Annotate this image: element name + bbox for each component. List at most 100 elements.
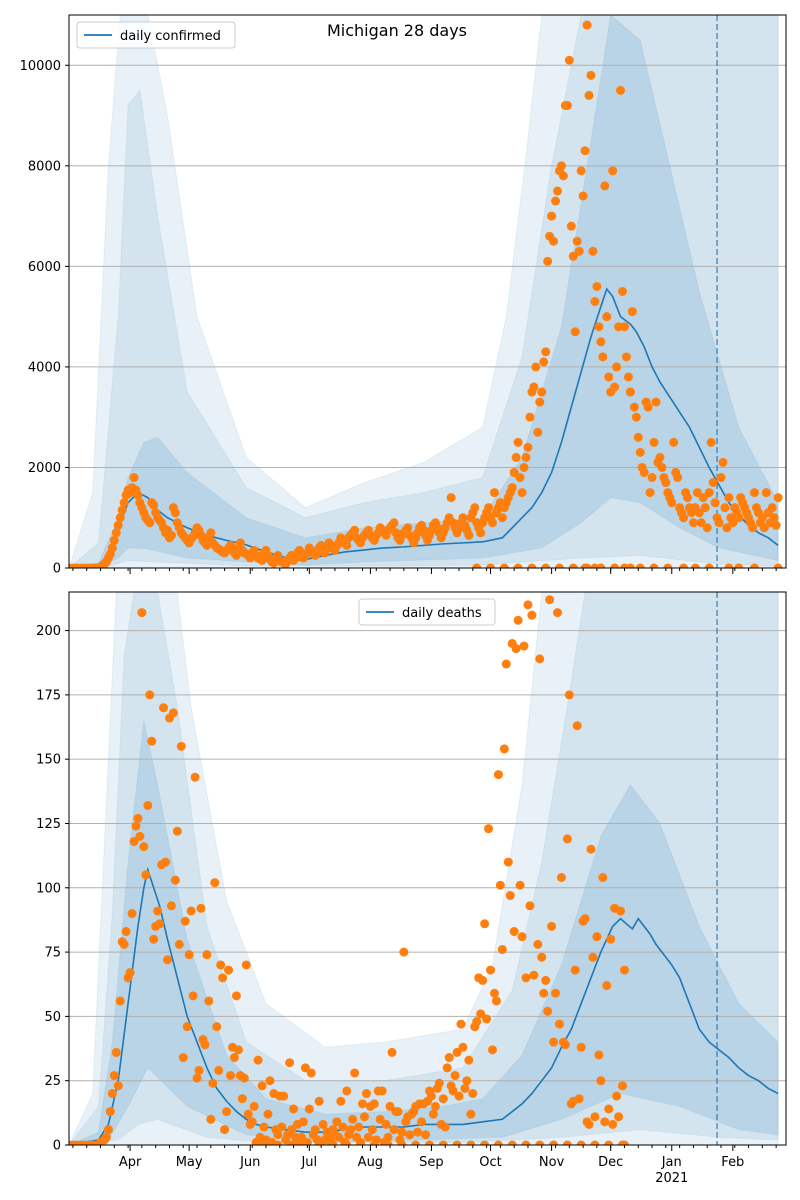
observed-point xyxy=(694,508,704,518)
observed-point xyxy=(174,939,184,949)
observed-point xyxy=(600,181,610,191)
observed-point xyxy=(478,975,488,985)
observed-point xyxy=(444,1053,454,1063)
observed-point xyxy=(527,610,537,620)
observed-point xyxy=(476,1009,486,1019)
y-tick-label: 150 xyxy=(36,753,61,768)
observed-point xyxy=(543,256,553,266)
observed-point xyxy=(332,1117,342,1127)
x-tick-label: May xyxy=(176,1155,203,1170)
y-tick-label: 8000 xyxy=(28,159,61,174)
observed-point xyxy=(233,1045,243,1055)
observed-point xyxy=(554,1019,564,1029)
observed-point-zero xyxy=(649,563,659,568)
observed-point xyxy=(454,1091,464,1101)
x-tick-label: Apr xyxy=(119,1155,142,1170)
observed-point xyxy=(604,372,614,382)
x-tick-label: Oct xyxy=(479,1155,501,1170)
observed-point xyxy=(537,952,547,962)
observed-point xyxy=(113,520,123,530)
x-tick-label: Jun xyxy=(239,1155,260,1170)
observed-point xyxy=(539,988,549,998)
observed-point xyxy=(259,1122,269,1132)
observed-point-zero xyxy=(466,1140,476,1145)
observed-point-zero xyxy=(287,1140,297,1145)
observed-point xyxy=(206,1114,216,1124)
observed-point-zero xyxy=(610,563,620,568)
observed-point xyxy=(178,1053,188,1063)
observed-point xyxy=(139,842,149,852)
observed-point xyxy=(476,528,486,538)
observed-point-zero xyxy=(527,563,537,568)
observed-point xyxy=(277,1122,287,1132)
figure-title: Michigan 28 days xyxy=(327,21,467,40)
observed-point xyxy=(497,513,507,523)
observed-point xyxy=(257,1081,267,1091)
y-tick-label: 100 xyxy=(36,881,61,896)
observed-point xyxy=(318,1119,328,1129)
observed-point xyxy=(511,644,521,654)
observed-point xyxy=(168,708,178,718)
y-tick-label: 25 xyxy=(44,1074,61,1089)
observed-point xyxy=(513,437,523,447)
observed-point xyxy=(596,1076,606,1086)
observed-point xyxy=(669,437,679,447)
observed-point xyxy=(716,473,726,483)
observed-point-zero xyxy=(704,563,714,568)
observed-point xyxy=(417,1117,427,1127)
observed-point xyxy=(722,523,732,533)
plot-area xyxy=(69,15,786,568)
observed-point xyxy=(769,513,779,523)
observed-point xyxy=(570,965,580,975)
observed-point xyxy=(513,615,523,625)
observed-point xyxy=(625,387,635,397)
observed-point xyxy=(119,498,129,508)
observed-point xyxy=(367,1125,377,1135)
observed-point-zero xyxy=(513,563,523,568)
observed-point xyxy=(488,1045,498,1055)
observed-point-zero xyxy=(535,1140,545,1145)
observed-point xyxy=(202,950,212,960)
observed-point xyxy=(602,312,612,322)
observed-point xyxy=(210,878,220,888)
observed-point-zero xyxy=(259,1140,269,1145)
observed-point xyxy=(692,488,702,498)
observed-point xyxy=(131,821,141,831)
observed-point xyxy=(572,236,582,246)
observed-point xyxy=(616,906,626,916)
x-tick-label: Jan xyxy=(661,1155,682,1170)
observed-point xyxy=(519,641,529,651)
observed-point-zero xyxy=(679,563,689,568)
observed-point xyxy=(403,523,413,533)
observed-point xyxy=(176,741,186,751)
observed-point xyxy=(547,921,557,931)
observed-point xyxy=(621,352,631,362)
observed-point xyxy=(137,608,147,618)
observed-point-zero xyxy=(369,1140,379,1145)
observed-point-zero xyxy=(576,1140,586,1145)
observed-point xyxy=(509,927,519,937)
observed-point xyxy=(761,488,771,498)
observed-point xyxy=(706,437,716,447)
middle-uncertainty-band xyxy=(69,592,779,1145)
observed-point xyxy=(361,1089,371,1099)
confirmed-cases-panel: 0 2000 4000 6000 8000 10000 daily confirmed xyxy=(20,14,787,577)
observed-point xyxy=(338,1122,348,1132)
observed-point xyxy=(484,824,494,834)
observed-point xyxy=(612,362,622,372)
observed-point xyxy=(452,1047,462,1057)
observed-point-zero xyxy=(562,1140,572,1145)
observed-point-zero xyxy=(273,1140,283,1145)
observed-point xyxy=(413,1127,423,1137)
observed-point xyxy=(192,1073,202,1083)
observed-point xyxy=(556,161,566,171)
observed-point xyxy=(446,493,456,503)
observed-point xyxy=(229,1053,239,1063)
observed-point xyxy=(584,1119,594,1129)
observed-point xyxy=(369,1099,379,1109)
observed-point xyxy=(633,432,643,442)
observed-point xyxy=(618,1081,628,1091)
observed-point xyxy=(296,1132,306,1142)
observed-point xyxy=(133,813,143,823)
observed-point xyxy=(354,1122,364,1132)
